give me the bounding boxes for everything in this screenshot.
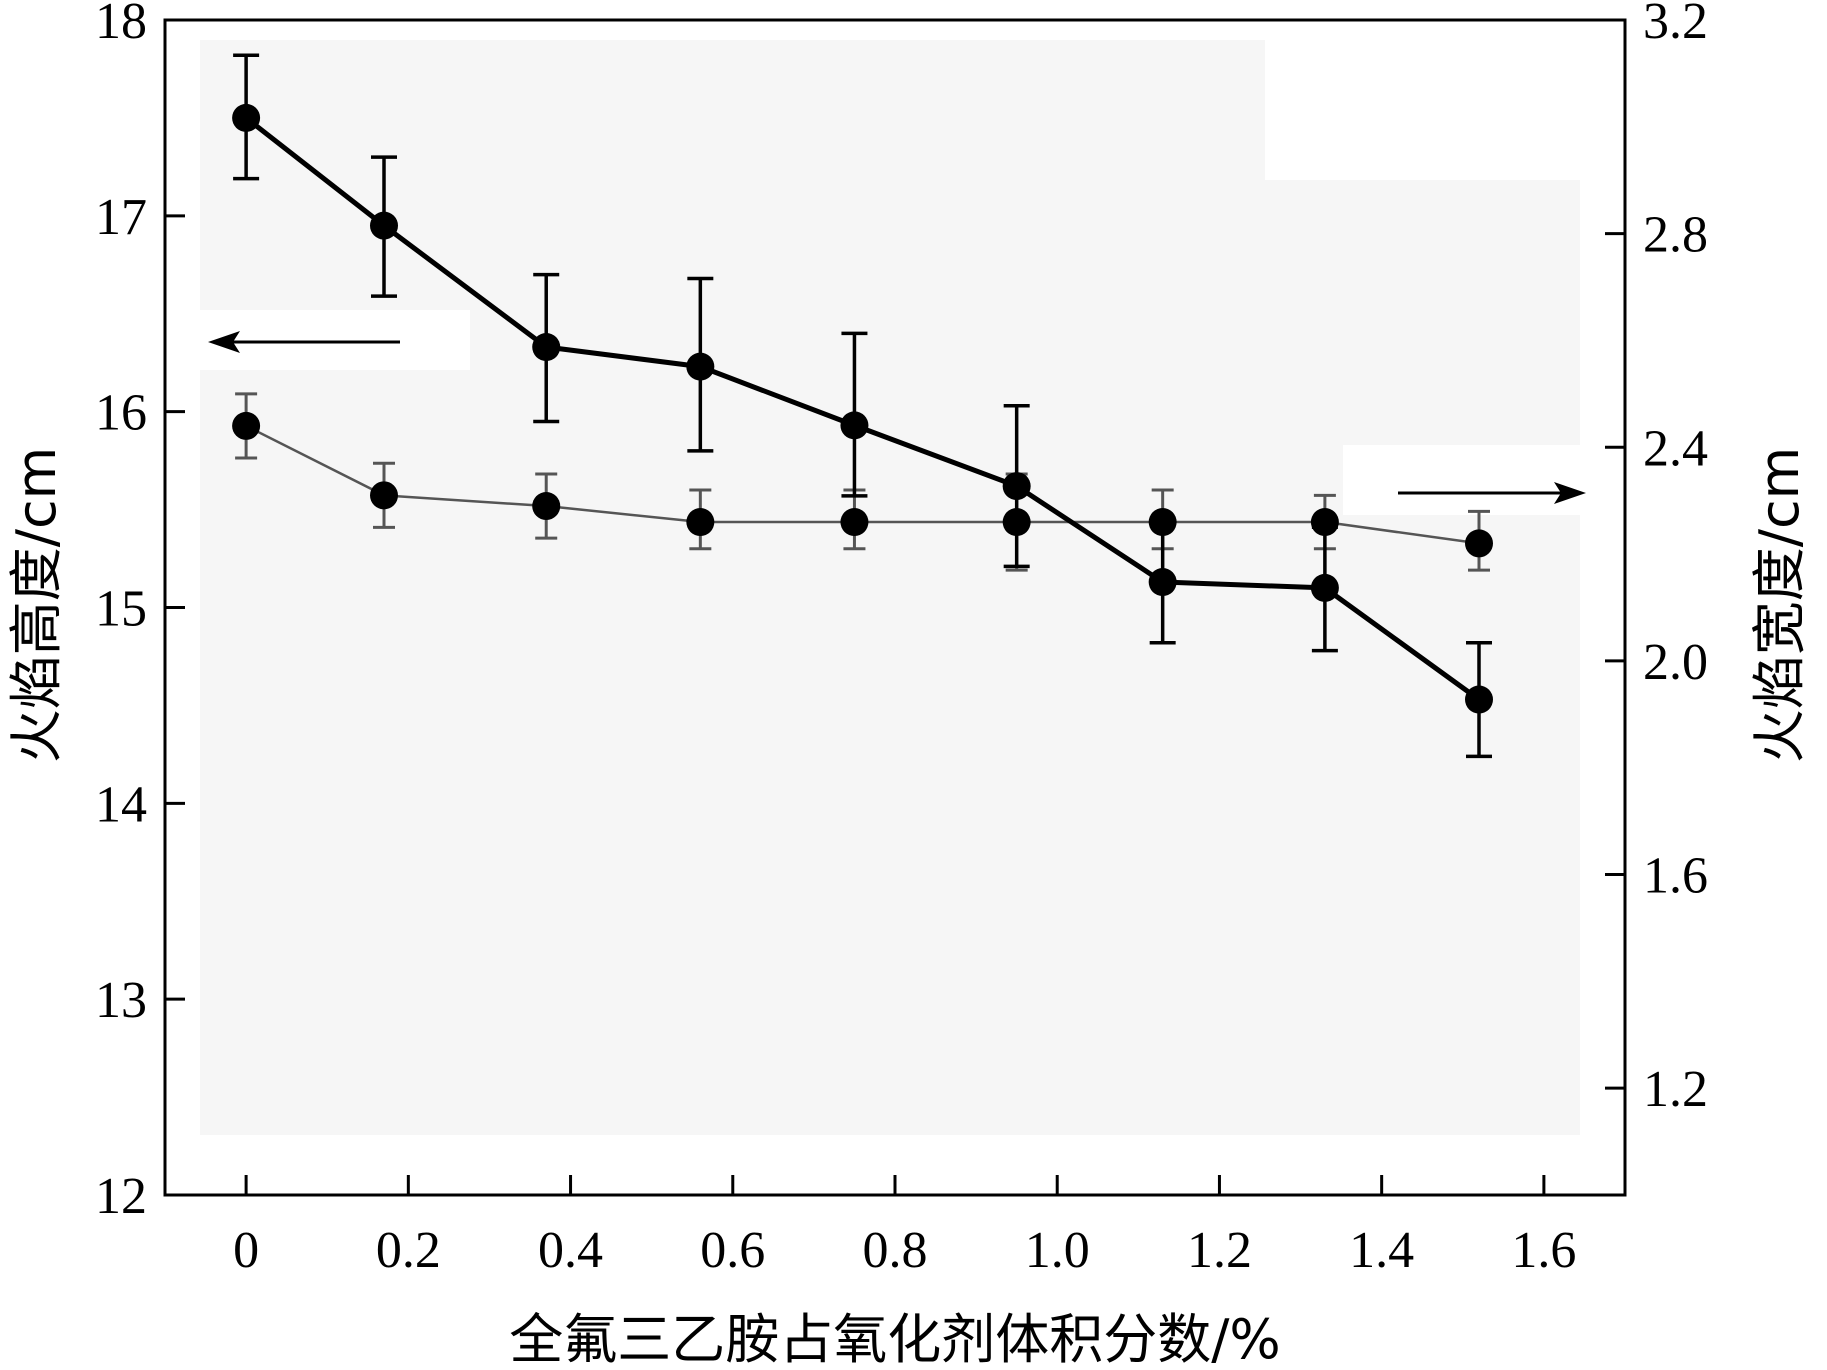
left-y-tick-label: 14 (95, 776, 147, 833)
right-y-tick-label: 3.2 (1643, 0, 1708, 50)
left-y-tick-label: 17 (95, 189, 147, 246)
x-axis-title: 全氟三乙胺占氧化剂体积分数/% (509, 1308, 1281, 1370)
series-flame-width (232, 392, 1493, 572)
series-layer (232, 53, 1493, 759)
right-y-tick-label: 2.4 (1643, 420, 1708, 477)
left-y-axis: 12 13 14 15 16 17 18 (95, 0, 185, 1225)
left-y-axis-title: 火焰高度/cm (5, 447, 68, 764)
left-y-tick-label: 12 (95, 1168, 147, 1225)
data-point (1310, 508, 1339, 537)
right-y-axis-title: 火焰宽度/cm (1748, 447, 1811, 764)
right-y-tick-label: 2.0 (1643, 634, 1708, 691)
x-tick-label: 0.4 (538, 1222, 603, 1279)
data-point (1310, 573, 1339, 602)
x-tick-label: 1.6 (1511, 1222, 1576, 1279)
data-point (232, 103, 261, 132)
data-point (1465, 529, 1493, 558)
x-tick-label: 0.6 (700, 1222, 765, 1279)
x-tick-label: 1.0 (1025, 1222, 1090, 1279)
data-point (532, 333, 561, 362)
data-point (840, 508, 869, 537)
data-point (1002, 472, 1031, 501)
data-point (532, 492, 561, 521)
data-point (840, 411, 869, 440)
left-y-tick-label: 18 (95, 0, 147, 50)
data-point (686, 352, 715, 381)
right-y-tick-label: 1.6 (1643, 848, 1708, 905)
data-point (1148, 568, 1177, 597)
data-point (370, 481, 398, 510)
left-y-tick-label: 15 (95, 581, 147, 638)
right-y-tick-label: 2.8 (1643, 207, 1708, 264)
data-point (232, 411, 261, 440)
data-point (686, 508, 715, 537)
left-axis-arrow (208, 331, 400, 353)
data-point (1465, 685, 1493, 714)
x-tick-label: 0.2 (376, 1222, 441, 1279)
data-point (370, 211, 398, 240)
right-axis-arrow (1398, 482, 1586, 504)
left-y-tick-label: 13 (95, 972, 147, 1029)
right-y-axis: 1.2 1.6 2.0 2.4 2.8 3.2 (1605, 0, 1708, 1118)
x-tick-label: 0.8 (863, 1222, 928, 1279)
x-tick-label: 1.4 (1349, 1222, 1414, 1279)
x-tick-label: 0 (233, 1222, 259, 1279)
right-y-tick-label: 1.2 (1643, 1061, 1708, 1118)
series-flame-height (232, 53, 1493, 759)
left-y-tick-label: 16 (95, 385, 147, 442)
plot-background (200, 40, 1580, 1135)
x-axis: 0 0.2 0.4 0.6 0.8 1.0 1.2 1.4 1.6 (233, 1175, 1576, 1279)
x-tick-label: 1.2 (1187, 1222, 1252, 1279)
